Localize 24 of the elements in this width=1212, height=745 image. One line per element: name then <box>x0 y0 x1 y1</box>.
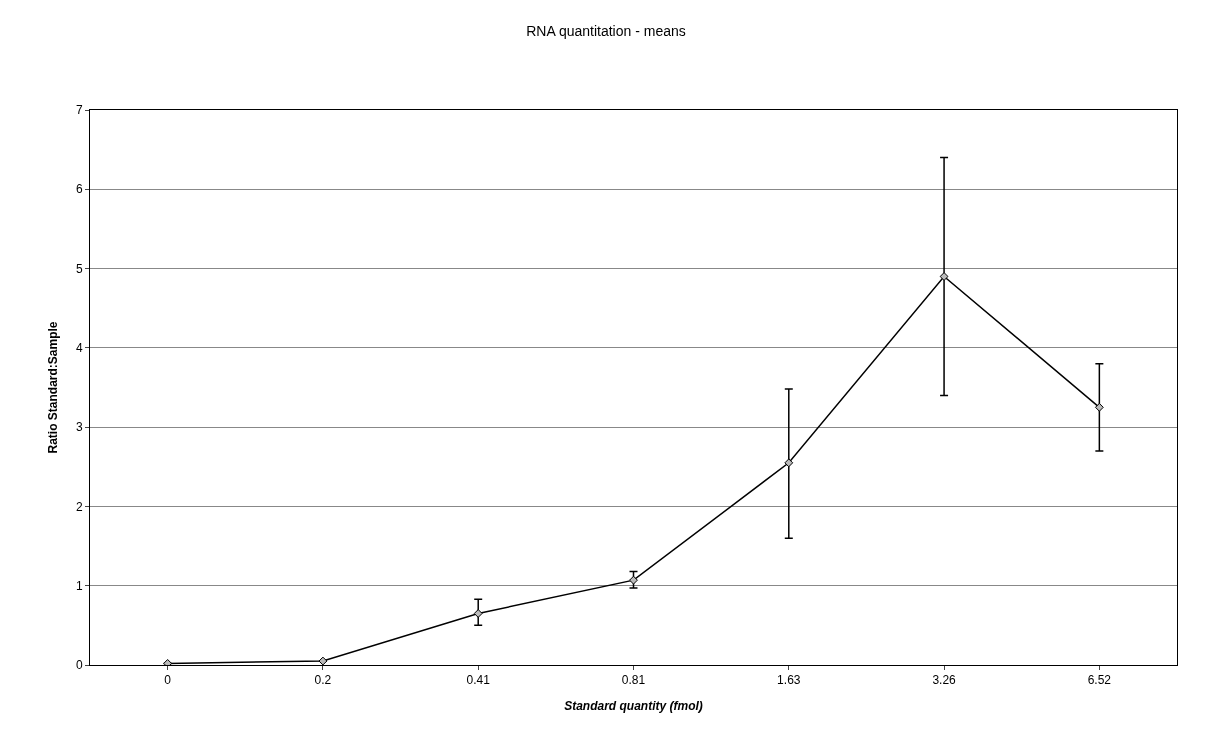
y-tick-label: 5 <box>75 261 83 276</box>
x-axis-title: Standard quantity (fmol) <box>564 699 703 714</box>
x-tick-label: 0.2 <box>314 673 332 688</box>
y-tick-label: 1 <box>75 578 83 593</box>
x-tick-label: 1.63 <box>777 673 801 688</box>
point <box>318 656 328 665</box>
x-tick-label: 0 <box>164 673 172 688</box>
y-tick-label: 2 <box>75 499 83 514</box>
point <box>473 609 483 618</box>
x-tick-label: 3.26 <box>932 673 957 688</box>
point <box>629 575 638 585</box>
y-tick-label: 6 <box>75 182 83 197</box>
point <box>1094 402 1104 412</box>
point <box>939 272 949 281</box>
y-tick-label: 7 <box>75 103 83 118</box>
x-tick-label: 0.41 <box>466 673 491 688</box>
y-tick-label: 4 <box>75 341 83 356</box>
point <box>784 458 794 468</box>
x-tick-label: 6.52 <box>1087 673 1112 688</box>
y-tick-label: 0 <box>75 658 83 673</box>
y-axis-title: Ratio Standard:Sample <box>46 321 61 454</box>
x-tick-label: 0.81 <box>621 673 646 688</box>
chart-title: RNA quantitation - means <box>526 22 686 39</box>
y-tick-label: 3 <box>75 420 83 435</box>
